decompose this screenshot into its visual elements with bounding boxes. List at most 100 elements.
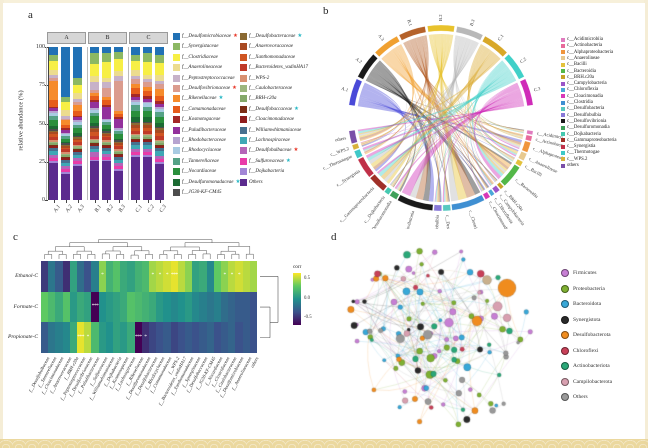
bar-segment	[102, 121, 111, 125]
chord-ribbon	[391, 49, 495, 184]
bar-segment	[155, 95, 164, 101]
bar-segment	[49, 132, 58, 134]
bar-segment	[49, 126, 58, 130]
cyan-star-icon: ★	[235, 178, 241, 185]
network-legend-label: Bacteroidota	[573, 301, 602, 307]
network-canvas	[329, 233, 559, 439]
bar-segment	[131, 152, 140, 156]
bar-segment	[49, 100, 58, 107]
network-legend-label: Firmicutes	[573, 270, 597, 276]
network-legend-item: Campilobacterota	[561, 377, 612, 386]
bar-segment	[155, 107, 164, 109]
bar-segment	[90, 161, 99, 200]
chord-legend-swatch	[561, 132, 565, 136]
bar-segment	[131, 130, 140, 134]
bar-segment	[49, 147, 58, 151]
chord-legend-swatch	[561, 100, 565, 105]
panel-a-stacked-bars: 100 75 50 25 0 relative abundance (%) A B C A.1 A.…	[3, 3, 319, 229]
bar-segment	[114, 170, 123, 200]
legend-swatch	[240, 168, 247, 176]
significance-star: *	[144, 333, 147, 340]
bar-segment	[49, 47, 58, 55]
heatmap-cell	[69, 322, 77, 354]
legend-label: f__Nocardiaceae	[182, 169, 217, 175]
heatmap-cell	[235, 261, 243, 292]
bar-segment	[90, 152, 99, 157]
legend-label: f__Caulobacteraceae	[249, 86, 293, 91]
bar-segment	[155, 128, 164, 130]
heatmap-cell	[98, 261, 106, 292]
bar-segment	[131, 123, 140, 125]
bar-segment	[49, 137, 58, 141]
heatmap-legend-tick: 0.5	[304, 276, 310, 281]
bottom-border-decor	[0, 439, 648, 448]
chord-legend-item: c__Anaerolineae	[561, 56, 600, 61]
significance-star: ***	[170, 272, 178, 279]
chord-legend-item: c__Desulfobacteria	[561, 106, 604, 111]
legend-label: f__Peptostreptococcaceae	[182, 75, 235, 81]
chord-arc-label: c__Thermotogae	[322, 154, 353, 171]
chord-class-arc	[491, 185, 500, 194]
bar-segment	[90, 109, 99, 113]
legend-label: f__Paludibacteraceae	[182, 127, 227, 133]
legend-label: f__Anaerolineaceae	[182, 65, 223, 71]
legend-item: Others	[240, 178, 263, 186]
legend-item: f__Cloacimonadaceae	[240, 116, 294, 124]
chord-class-arc	[515, 158, 524, 167]
chord-legend-label: c__BRH.c20a	[567, 74, 595, 80]
bar-segment	[90, 144, 99, 147]
significance-star: *	[223, 272, 226, 279]
bar-segment	[143, 106, 152, 112]
chord-legend-label: c__Acidimicrobiia	[567, 37, 603, 42]
legend-item: f__Peptostreptococcaceae	[173, 74, 235, 82]
network-legend-item: Chloroflexi	[561, 346, 598, 355]
chord-legend-label: c__Gammaproteobacteria	[567, 137, 617, 143]
cyan-star-icon: ★	[294, 105, 299, 112]
heatmap-cell	[69, 291, 77, 323]
heatmap-cell	[192, 261, 200, 292]
heatmap-cell	[41, 291, 49, 323]
bar-segment	[61, 173, 70, 200]
bar-segment	[49, 129, 58, 131]
network-legend-item: Proteobacteria	[561, 284, 605, 293]
heatmap-legend-title: corr	[293, 264, 302, 270]
bar-segment	[143, 91, 152, 96]
chord-sample-arc	[482, 35, 508, 57]
bar-segment	[90, 82, 99, 90]
bar-segment	[61, 146, 70, 148]
heatmap-cell	[91, 261, 99, 292]
heatmap-cell	[62, 322, 70, 354]
bar-segment	[155, 84, 164, 90]
chord-svg: A.1 A.2 A.3 B.1 B.2 B.3 C.1 C.2 C.3 c__Acidimicro…	[322, 14, 563, 229]
heatmap-colorbar	[293, 273, 301, 325]
heatmap-cell	[249, 291, 257, 323]
chord-legend-label: c__Dojkabacteria	[567, 131, 601, 137]
bar-segment	[143, 140, 152, 142]
heatmap-cell	[98, 291, 106, 323]
chord-legend-item: c__Desulfobulbia	[561, 113, 601, 118]
chord-ribbon	[471, 62, 508, 177]
legend-label: f__Dojkabacteria	[249, 169, 285, 175]
bar-segment	[49, 60, 58, 70]
chord-class-arc	[348, 129, 358, 144]
chord-legend-swatch	[561, 150, 565, 155]
bar-segment	[131, 47, 140, 55]
chord-sample-arc	[504, 54, 525, 80]
bar-segment	[155, 151, 164, 156]
bar-segment	[73, 155, 82, 159]
bar-segment	[61, 124, 70, 128]
chord-ribbon	[415, 36, 432, 201]
legend-label: f__Bacteroidetes_vadinHA17	[249, 65, 308, 71]
bar-segment	[143, 137, 152, 139]
bar-segment	[102, 97, 111, 101]
x-tick-mark	[53, 200, 55, 203]
x-tick-mark	[135, 200, 137, 203]
heatmap-row-label: Ethanol-C	[15, 272, 38, 279]
bar-segment	[114, 169, 123, 171]
heatmap-cell	[127, 322, 135, 354]
bar-segment	[49, 69, 58, 75]
network-legend-swatch	[561, 269, 569, 277]
chord-sample-arc	[455, 26, 484, 41]
chord-legend-swatch	[561, 62, 565, 67]
